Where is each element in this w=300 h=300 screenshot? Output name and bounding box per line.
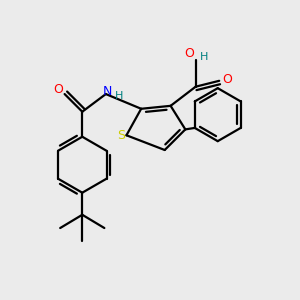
Text: S: S xyxy=(117,129,125,142)
Text: H: H xyxy=(115,91,123,100)
Text: O: O xyxy=(223,73,232,86)
Text: O: O xyxy=(53,83,63,96)
Text: N: N xyxy=(103,85,112,98)
Text: O: O xyxy=(184,47,194,60)
Text: H: H xyxy=(200,52,208,62)
